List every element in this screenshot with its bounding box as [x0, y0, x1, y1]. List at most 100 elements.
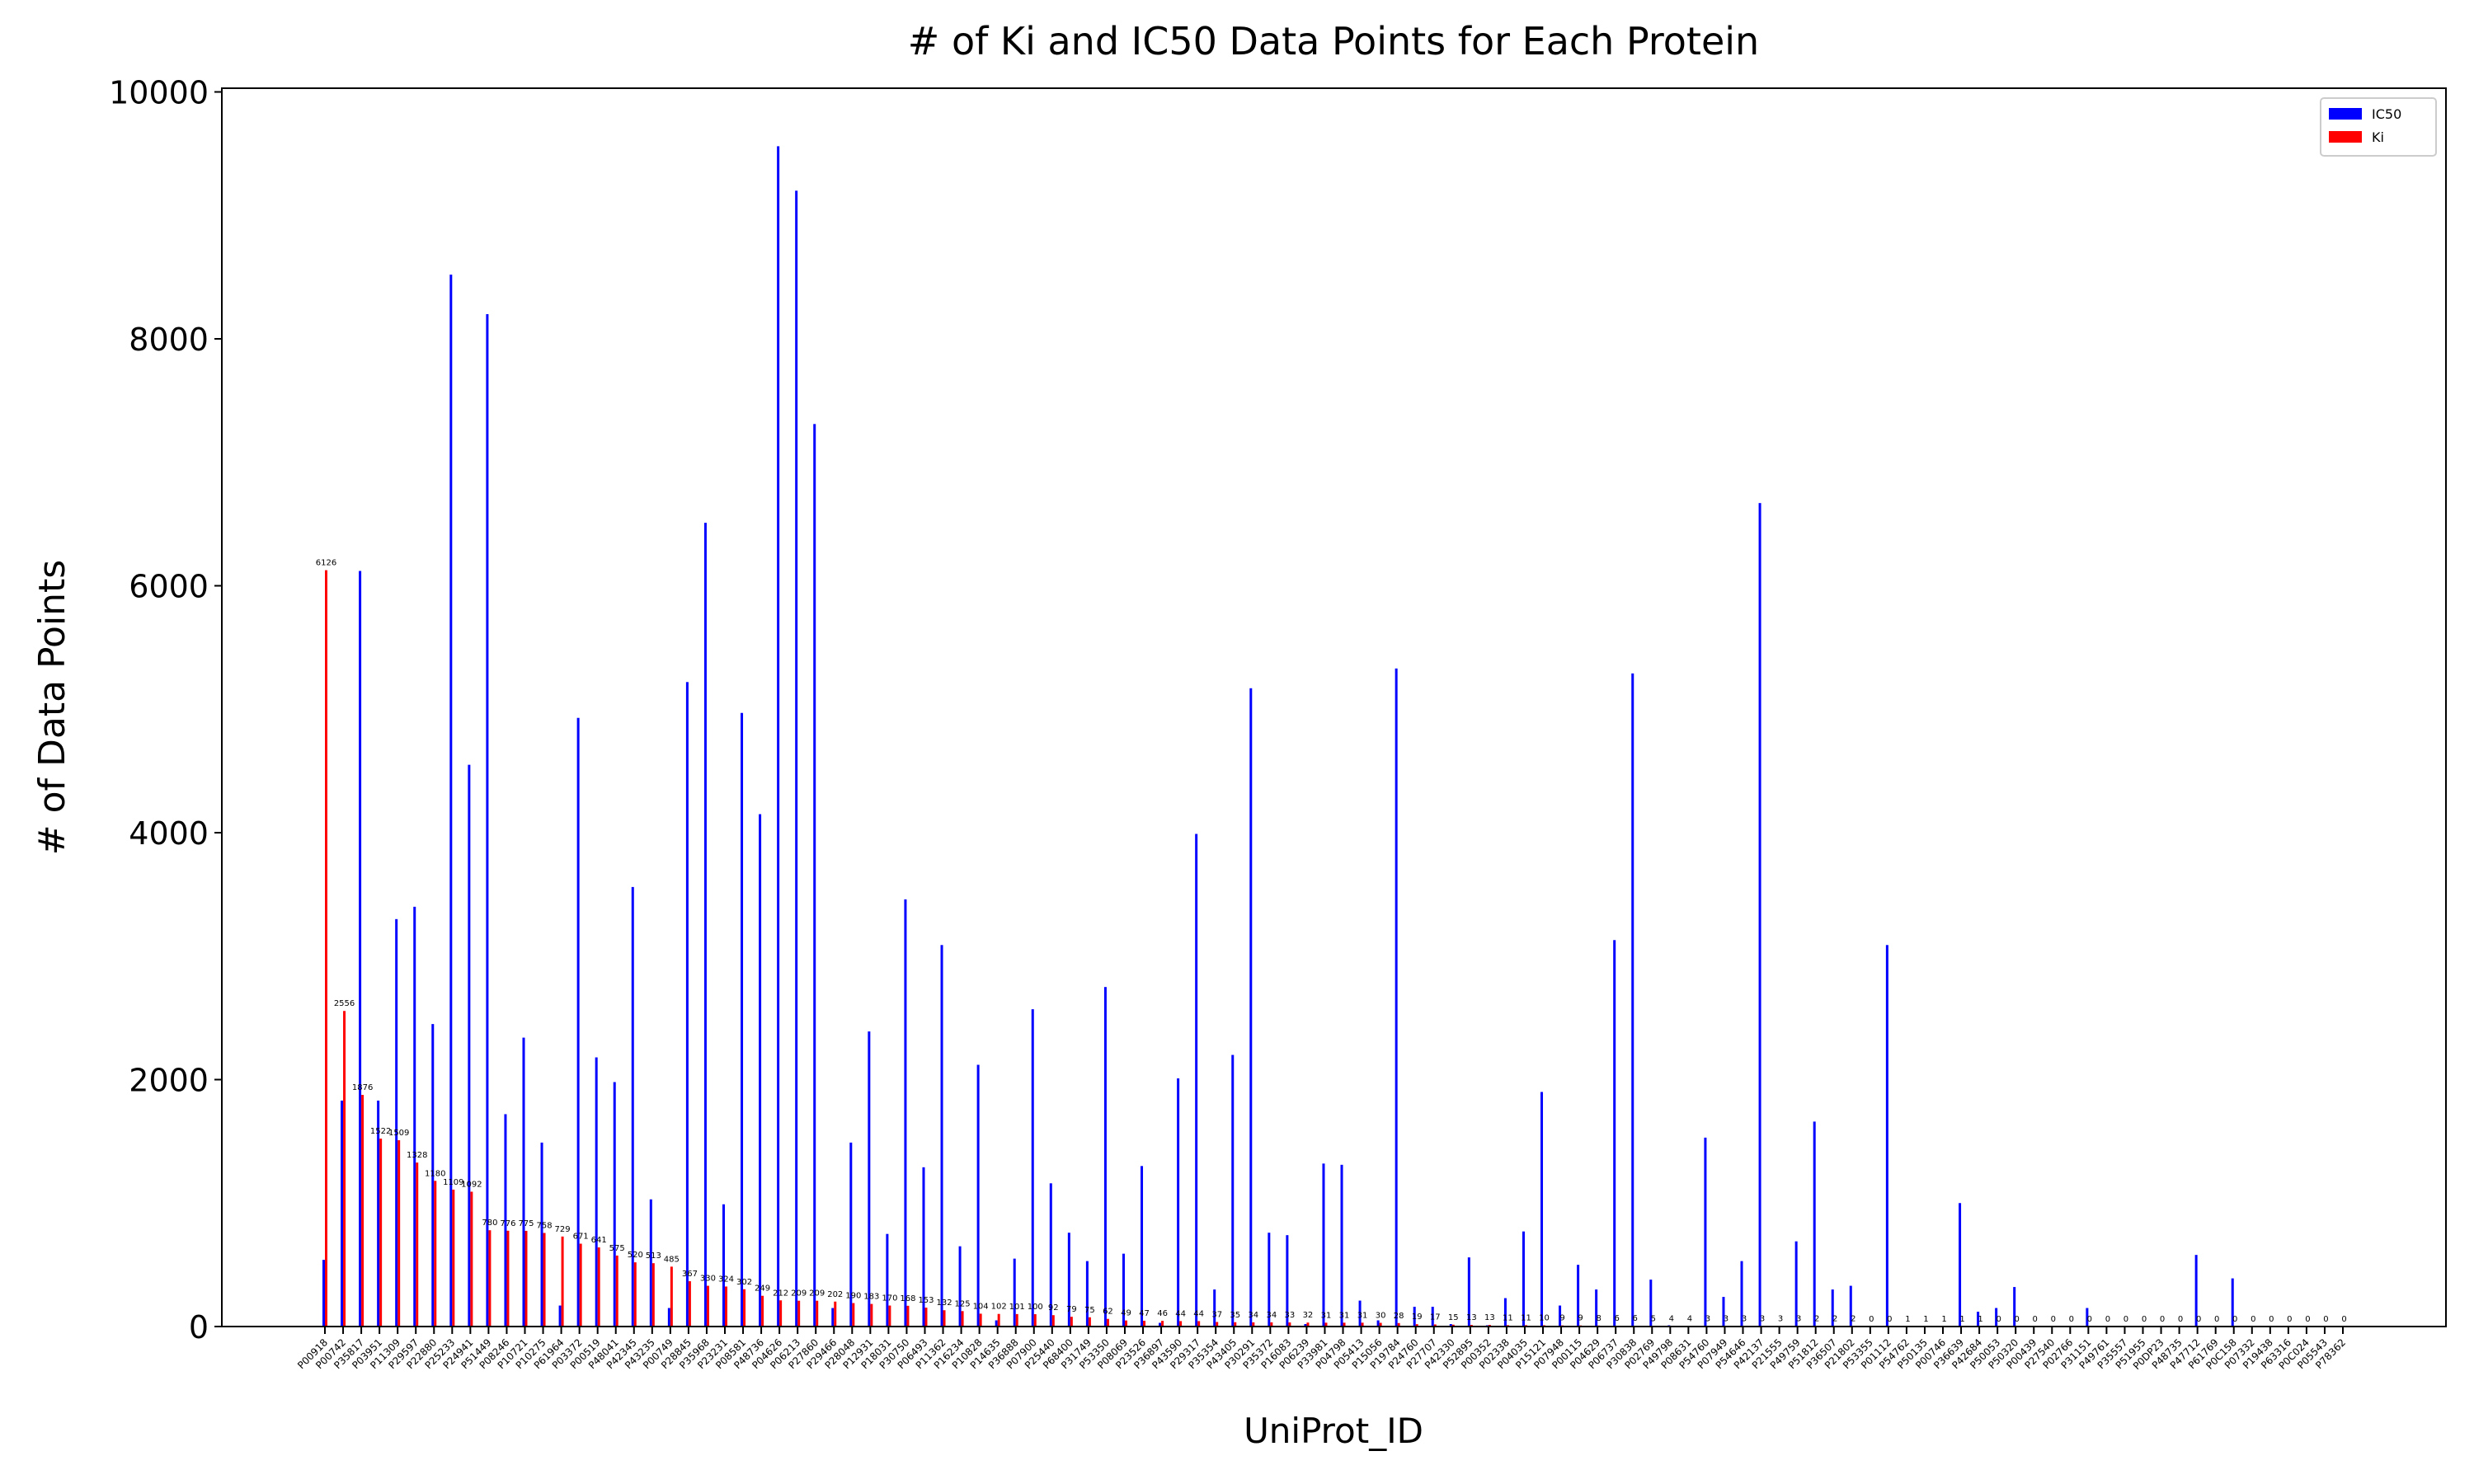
data-label: 13 — [1484, 1313, 1495, 1322]
bar — [1977, 1312, 1980, 1327]
bar — [943, 1310, 946, 1327]
bar — [1197, 1321, 1201, 1327]
bar — [524, 1230, 528, 1327]
data-label: 170 — [882, 1294, 897, 1303]
data-label: 1509 — [388, 1129, 409, 1138]
data-label: 92 — [1048, 1303, 1059, 1313]
bar — [868, 1031, 871, 1327]
data-label: 10 — [1539, 1314, 1550, 1323]
bar — [1141, 1166, 1144, 1327]
data-label: 49 — [1121, 1309, 1131, 1318]
data-label: 775 — [518, 1219, 534, 1228]
y-tick-label: 8000 — [129, 322, 209, 358]
bar — [886, 1233, 889, 1327]
bar — [1740, 1261, 1743, 1327]
data-label: 2 — [1814, 1315, 1819, 1324]
data-label: 0 — [2305, 1315, 2310, 1324]
bar — [685, 682, 689, 1327]
bar — [1613, 940, 1616, 1327]
bar — [1122, 1253, 1125, 1327]
data-label: 0 — [2341, 1315, 2346, 1324]
bar — [576, 717, 580, 1327]
bar — [834, 1301, 837, 1327]
data-label: 79 — [1066, 1305, 1077, 1314]
bar — [1813, 1121, 1816, 1327]
data-label: 0 — [1996, 1315, 2001, 1324]
bar — [1522, 1231, 1525, 1327]
bar — [1216, 1322, 1219, 1327]
data-label: 3 — [1705, 1315, 1710, 1324]
bar — [870, 1303, 873, 1327]
bar — [1195, 834, 1198, 1327]
bar — [722, 1204, 725, 1327]
bar — [341, 1100, 344, 1327]
bar — [761, 1295, 764, 1327]
data-label: 11 — [1521, 1313, 1531, 1322]
bar — [1340, 1164, 1343, 1327]
legend-label: Ki — [2372, 129, 2384, 145]
bar — [1143, 1320, 1146, 1327]
bar — [395, 918, 398, 1327]
data-label: 520 — [628, 1251, 643, 1260]
bar — [470, 1191, 473, 1327]
legend-swatch — [2329, 131, 2362, 143]
bar — [1322, 1163, 1325, 1327]
bar — [995, 1320, 998, 1327]
data-label: 32 — [1303, 1311, 1314, 1320]
bar — [1270, 1322, 1273, 1327]
bar — [486, 314, 489, 1327]
data-label: 47 — [1139, 1309, 1150, 1318]
data-label: 0 — [2251, 1315, 2255, 1324]
bar — [1449, 1324, 1452, 1327]
data-label: 3 — [1742, 1315, 1747, 1324]
bar — [1704, 1137, 1707, 1327]
data-label: 575 — [609, 1244, 625, 1253]
bar — [595, 1057, 598, 1327]
data-label: 0 — [2051, 1315, 2056, 1324]
bar — [924, 1308, 928, 1327]
data-label: 33 — [1285, 1311, 1296, 1320]
bar — [2013, 1287, 2016, 1327]
data-label: 3 — [1760, 1315, 1765, 1324]
bar — [904, 899, 907, 1327]
data-label: 1328 — [407, 1151, 427, 1160]
bar — [667, 1308, 670, 1327]
y-tick-label: 4000 — [129, 815, 209, 852]
data-label: 0 — [2196, 1315, 2201, 1324]
bar — [325, 570, 327, 1327]
bar — [633, 1262, 637, 1327]
bar — [1995, 1308, 1998, 1327]
bar — [1540, 1092, 1544, 1327]
data-label: 249 — [755, 1284, 770, 1294]
data-label: 367 — [682, 1270, 698, 1279]
data-label: 6126 — [316, 559, 336, 568]
bar — [1413, 1307, 1416, 1327]
data-label: 0 — [2178, 1315, 2183, 1324]
data-label: 212 — [773, 1289, 788, 1298]
bar — [1649, 1280, 1653, 1327]
y-tick-label: 6000 — [129, 568, 209, 604]
bar — [906, 1305, 910, 1327]
data-label: 1109 — [443, 1178, 463, 1187]
data-label: 1 — [1959, 1315, 1964, 1324]
data-label: 3 — [1796, 1315, 1801, 1324]
bar — [1343, 1322, 1346, 1327]
bar — [359, 571, 362, 1327]
bar — [1159, 1322, 1162, 1327]
data-label: 62 — [1103, 1308, 1113, 1317]
bar — [1231, 1054, 1235, 1327]
bar — [651, 1263, 655, 1327]
bar — [997, 1313, 1000, 1327]
bar — [1379, 1322, 1382, 1327]
data-label: 1092 — [461, 1180, 482, 1189]
bar — [976, 1064, 980, 1327]
bar — [779, 1300, 783, 1327]
bar — [1397, 1322, 1400, 1327]
data-label: 324 — [718, 1275, 734, 1284]
bar — [1631, 673, 1634, 1327]
data-label: 6 — [1633, 1314, 1638, 1323]
data-label: 1522 — [370, 1127, 391, 1136]
data-label: 1 — [1941, 1315, 1946, 1324]
bar — [1088, 1317, 1091, 1327]
